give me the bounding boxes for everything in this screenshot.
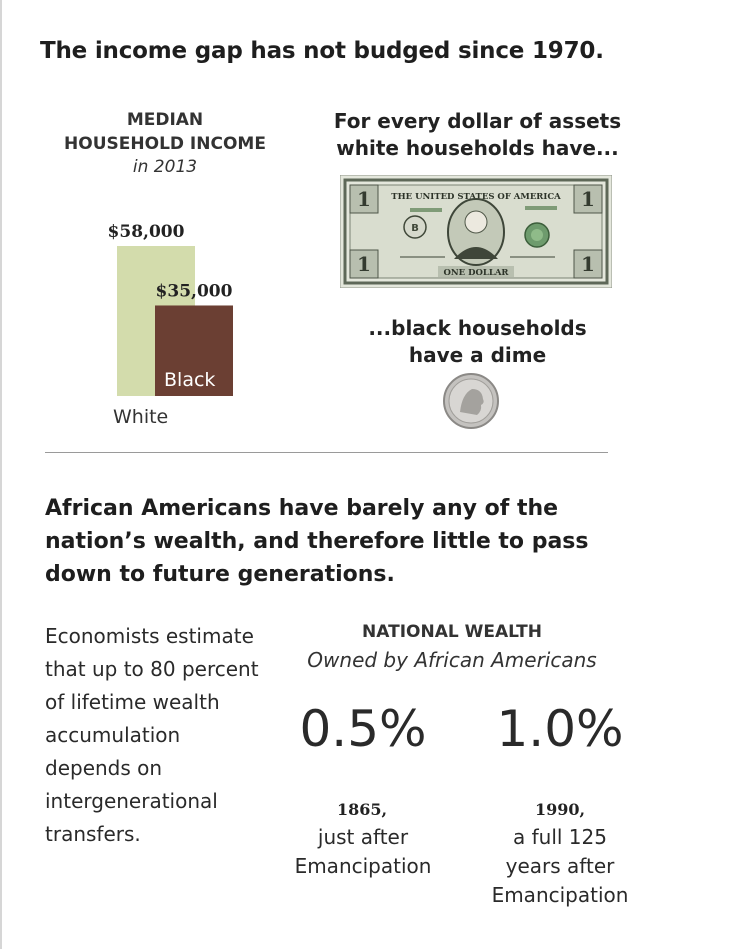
assets-heading-line2: white households have... (336, 136, 619, 160)
wealth-stat-1990-desc-line1: a full 125 (513, 825, 607, 849)
wealth-stat-1865-description: just after Emancipation (248, 823, 478, 881)
bar-black (155, 305, 233, 396)
bill-header-text: THE UNITED STATES OF AMERICA (391, 192, 561, 202)
wealth-stat-1990-desc-line2: years after (505, 854, 615, 878)
bar-category-label-white: White (113, 406, 168, 428)
left-border-rule (0, 0, 2, 949)
wealth-stat-1865-value: 0.5% (299, 700, 427, 758)
assets-heading: For every dollar of assets white househo… (325, 108, 630, 162)
dollar-bill-image: 1 1 1 1 THE UNITED STATES OF AMERICA B O… (340, 175, 612, 288)
income-chart-subtitle: in 2013 (132, 157, 198, 177)
income-chart-title: MEDIAN HOUSEHOLD INCOME (40, 108, 290, 156)
bar-value-label-black: $35,000 (156, 281, 233, 301)
bar-category-label-black: Black (164, 369, 215, 391)
headline: The income gap has not budged since 1970… (40, 38, 604, 64)
income-chart-title-line1: MEDIAN (126, 110, 204, 130)
svg-text:1: 1 (581, 187, 595, 211)
assets-caption-line1: ...black households (368, 316, 587, 340)
svg-text:1: 1 (357, 187, 371, 211)
wealth-section-heading: African Americans have barely any of the… (45, 496, 589, 587)
section-divider (45, 452, 608, 453)
assets-heading-line1: For every dollar of assets (333, 109, 622, 133)
income-bar-chart: $58,000 White $35,000 Black (108, 222, 233, 428)
bar-value-label-white: $58,000 (108, 222, 185, 242)
wealth-stat-1990-desc-line3: Emancipation (491, 883, 629, 907)
wealth-stat-1990-value: 1.0% (496, 700, 624, 758)
national-wealth-title: NATIONAL WEALTH (362, 622, 542, 642)
wealth-stat-1865-year: 1865, (336, 800, 388, 819)
svg-text:1: 1 (357, 252, 371, 276)
wealth-stat-1990-description: a full 125 years after Emancipation (445, 823, 675, 910)
wealth-stat-1865-desc-line2: Emancipation (294, 854, 432, 878)
assets-caption: ...black households have a dime (325, 315, 630, 369)
dime-coin-image (443, 373, 499, 429)
economists-text: Economists estimate that up to 80 percen… (45, 624, 259, 846)
income-chart-title-line2: HOUSEHOLD INCOME (64, 134, 266, 154)
svg-text:1: 1 (581, 252, 595, 276)
wealth-stat-1865-desc-line1: just after (317, 825, 409, 849)
national-wealth-subtitle: Owned by African Americans (307, 648, 597, 672)
svg-text:B: B (411, 223, 419, 234)
wealth-stat-1990-year: 1990, (534, 800, 586, 819)
assets-caption-line2: have a dime (408, 343, 547, 367)
bill-footer-text: ONE DOLLAR (444, 268, 510, 278)
